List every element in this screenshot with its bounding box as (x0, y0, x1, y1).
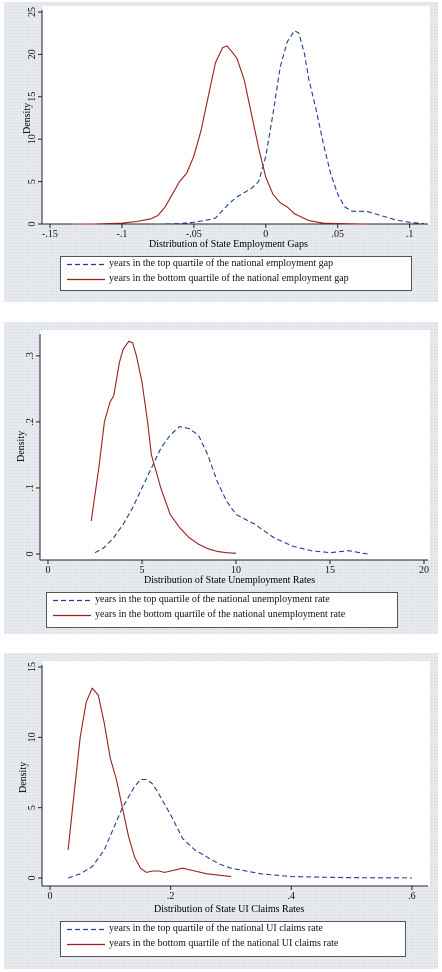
unemployment-rates-plot: 0 .1 .2 .3 0 5 10 15 20 (25, 330, 430, 576)
y-tick-label: 15 (27, 662, 38, 672)
x-axis-label: Distribution of State UI Claims Rates (154, 904, 305, 915)
legend-solid-swatch (67, 278, 105, 281)
x-tick-label: 5 (140, 565, 145, 576)
legend-entry-top: years in the top quartile of the nationa… (47, 593, 397, 608)
y-tick-label: 5 (27, 179, 38, 184)
legend: years in the top quartile of the nationa… (46, 592, 398, 628)
legend-dash-swatch (67, 263, 105, 266)
x-tick-label: .05 (331, 229, 344, 240)
legend-solid-swatch (53, 614, 91, 617)
y-tick-label: 25 (27, 7, 38, 17)
legend: years in the top quartile of the nationa… (60, 921, 406, 957)
legend-label: years in the top quartile of the nationa… (109, 258, 334, 269)
x-tick-label: -.05 (186, 229, 202, 240)
x-tick-label: .6 (408, 891, 416, 902)
y-tick-label: 10 (27, 732, 38, 742)
y-axis-label: Density (16, 430, 27, 462)
y-tick-label: 10 (27, 134, 38, 144)
chart-panel-employment-gaps: 0 5 10 15 20 25 -.15 -.1 -.05 0 .05 .1 Density Dist… (4, 2, 438, 302)
y-tick-label: .3 (25, 352, 36, 360)
y-tick-label: .1 (25, 484, 36, 492)
plot-area (40, 330, 430, 560)
x-tick-label: .2 (167, 891, 175, 902)
y-tick-label: .2 (25, 418, 36, 426)
y-tick-label: 0 (27, 876, 38, 881)
x-tick-label: -.15 (42, 229, 58, 240)
legend-label: years in the top quartile of the nationa… (109, 923, 323, 934)
chart-panel-ui-claims-rates: 0 5 10 15 0 .2 .4 .6 Density Distribution of St… (4, 653, 438, 969)
x-tick-label: 20 (419, 565, 429, 576)
y-tick-label: 0 (27, 222, 38, 227)
x-tick-label: 10 (231, 565, 241, 576)
x-tick-label: .1 (406, 229, 414, 240)
x-axis-label: Distribution of State Unemployment Rates (144, 575, 316, 586)
employment-gaps-plot: 0 5 10 15 20 25 -.15 -.1 -.05 0 .05 .1 (27, 6, 430, 240)
y-tick-label: 0 (25, 552, 36, 557)
x-tick-label: 0 (263, 229, 268, 240)
x-tick-label: 0 (48, 891, 53, 902)
series-line-bottom-quartile (67, 687, 232, 878)
x-tick-label: 15 (325, 565, 335, 576)
legend-entry-top: years in the top quartile of the nationa… (61, 922, 405, 937)
legend-label: years in the bottom quartile of the nati… (109, 273, 349, 284)
legend-entry-bottom: years in the bottom quartile of the nati… (61, 272, 411, 287)
legend-entry-bottom: years in the bottom quartile of the nati… (47, 608, 397, 623)
y-tick-label: 5 (27, 805, 38, 810)
y-axis-label: Density (18, 761, 29, 793)
chart-panel-unemployment-rates: 0 .1 .2 .3 0 5 10 15 20 Density Distribution of … (4, 322, 438, 634)
x-tick-label: .4 (288, 891, 296, 902)
series-line-bottom-quartile (90, 340, 237, 554)
legend-dash-swatch (53, 599, 91, 602)
series-line-bottom-quartile (71, 45, 367, 225)
ui-claims-rates-plot: 0 5 10 15 0 .2 .4 .6 (27, 661, 430, 902)
legend-label: years in the top quartile of the nationa… (95, 594, 330, 605)
y-tick-label: 20 (27, 49, 38, 59)
legend-label: years in the bottom quartile of the nati… (95, 609, 346, 620)
x-axis-label: Distribution of State Employment Gaps (149, 239, 308, 250)
plot-area (42, 6, 430, 224)
y-tick-label: 15 (27, 92, 38, 102)
y-axis-label: Density (22, 102, 33, 134)
plot-area (42, 661, 430, 886)
x-tick-label: -.1 (117, 229, 128, 240)
legend-dash-swatch (67, 928, 105, 931)
series-line-top-quartile (67, 778, 412, 879)
legend-label: years in the bottom quartile of the nati… (109, 938, 339, 949)
legend-entry-top: years in the top quartile of the nationa… (61, 257, 411, 272)
legend: years in the top quartile of the nationa… (60, 256, 412, 291)
legend-solid-swatch (67, 943, 105, 946)
series-line-top-quartile (157, 30, 425, 225)
legend-entry-bottom: years in the bottom quartile of the nati… (61, 937, 405, 952)
x-tick-label: 0 (46, 565, 51, 576)
